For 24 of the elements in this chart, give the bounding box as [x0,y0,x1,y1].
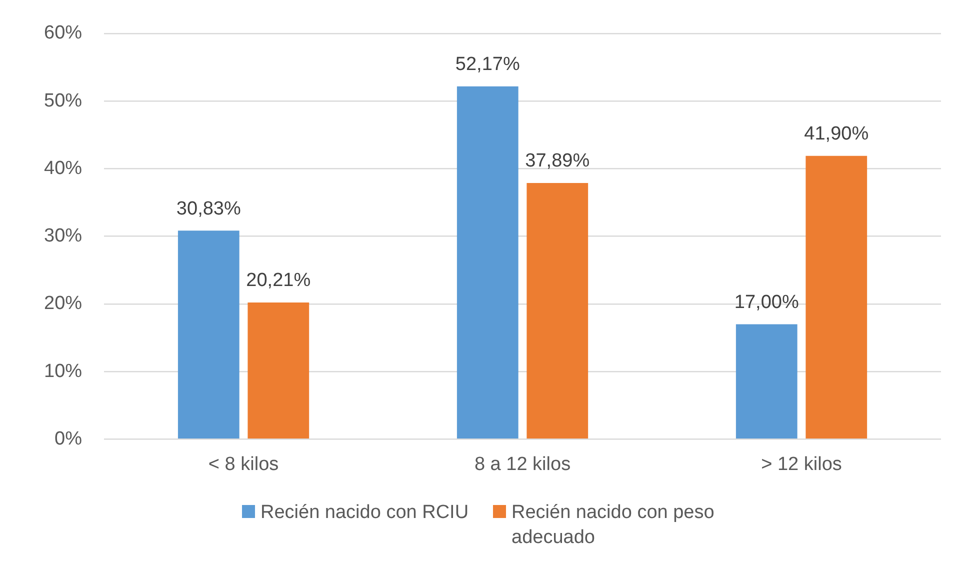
bar [248,302,310,439]
data-label: 30,83% [176,198,241,220]
y-tick-label: 0% [54,428,82,450]
data-label: 17,00% [734,292,799,313]
data-label: 41,90% [804,124,869,145]
bar [806,156,868,439]
x-tick-label: 8 a 12 kilos [474,454,571,475]
data-label: 20,21% [246,270,311,292]
bar [736,324,798,439]
legend-label: Recién nacido con RCIU [260,501,470,525]
bar [456,86,518,439]
y-tick-label: 40% [44,158,82,179]
y-tick-label: 30% [44,226,82,247]
y-tick-label: 20% [44,293,82,314]
data-label: 52,17% [455,54,520,76]
x-tick-label: < 8 kilos [208,454,279,475]
y-tick-label: 10% [44,360,82,382]
y-tick-label: 60% [44,22,82,44]
y-tick-label: 50% [44,90,82,112]
data-label: 37,89% [525,150,590,172]
bar [526,182,588,439]
legend-label: Recién nacido con peso adecuado [512,501,716,550]
x-tick-label: > 12 kilos [761,454,842,475]
bar [178,230,240,439]
